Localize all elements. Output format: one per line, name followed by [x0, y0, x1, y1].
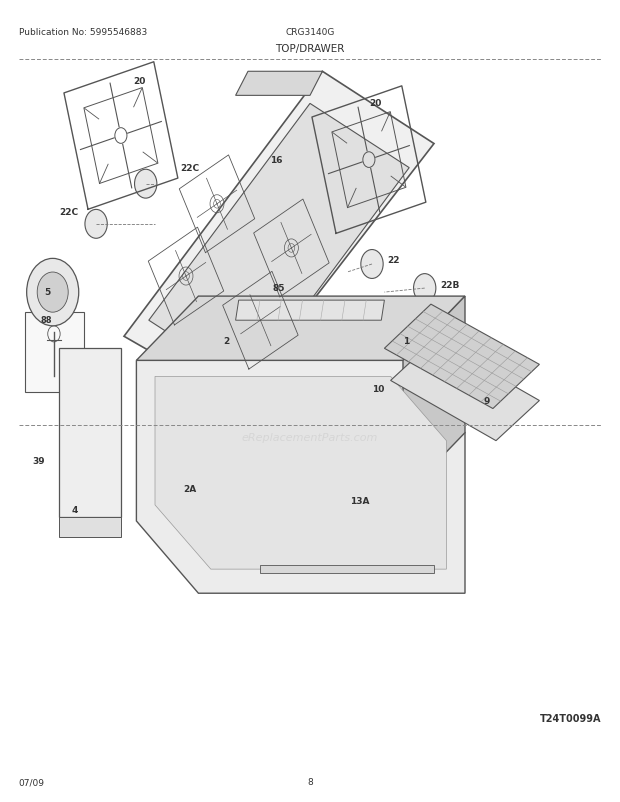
Text: 20: 20 — [133, 77, 146, 86]
Text: 20: 20 — [369, 99, 381, 108]
Polygon shape — [391, 341, 539, 441]
Text: 22C: 22C — [180, 164, 199, 173]
FancyBboxPatch shape — [25, 313, 84, 393]
Circle shape — [37, 273, 68, 313]
Text: 10: 10 — [372, 384, 384, 394]
Circle shape — [361, 250, 383, 279]
Text: TOP/DRAWER: TOP/DRAWER — [275, 44, 345, 54]
Polygon shape — [260, 565, 434, 573]
Text: 85: 85 — [273, 284, 285, 293]
Text: 9: 9 — [484, 396, 490, 406]
Text: 22B: 22B — [440, 280, 459, 290]
Polygon shape — [124, 72, 434, 401]
Polygon shape — [384, 305, 539, 409]
Text: 13A: 13A — [350, 496, 370, 506]
Polygon shape — [403, 297, 465, 497]
Polygon shape — [136, 361, 465, 593]
Text: 22: 22 — [388, 256, 400, 265]
Text: 07/09: 07/09 — [19, 777, 45, 787]
Text: 16: 16 — [270, 156, 282, 165]
Text: 39: 39 — [32, 456, 45, 466]
Circle shape — [135, 170, 157, 199]
Polygon shape — [136, 297, 465, 361]
Circle shape — [85, 210, 107, 239]
Text: 22C: 22C — [59, 208, 78, 217]
Text: T24T0099A: T24T0099A — [540, 713, 601, 723]
Polygon shape — [236, 301, 384, 321]
Polygon shape — [149, 104, 409, 385]
Circle shape — [27, 259, 79, 326]
Text: 88: 88 — [40, 315, 52, 324]
Polygon shape — [236, 72, 322, 96]
Text: 2: 2 — [223, 336, 229, 346]
Text: 5: 5 — [44, 288, 50, 297]
Text: 1: 1 — [403, 336, 409, 346]
Polygon shape — [155, 377, 446, 569]
Text: 4: 4 — [71, 505, 78, 514]
Circle shape — [414, 274, 436, 303]
Text: 8: 8 — [307, 777, 313, 787]
Polygon shape — [59, 349, 121, 517]
Text: Publication No: 5995546883: Publication No: 5995546883 — [19, 28, 147, 37]
Polygon shape — [59, 517, 121, 537]
Text: eReplacementParts.com: eReplacementParts.com — [242, 432, 378, 442]
Text: 2A: 2A — [183, 484, 196, 494]
Text: CRG3140G: CRG3140G — [285, 28, 335, 37]
